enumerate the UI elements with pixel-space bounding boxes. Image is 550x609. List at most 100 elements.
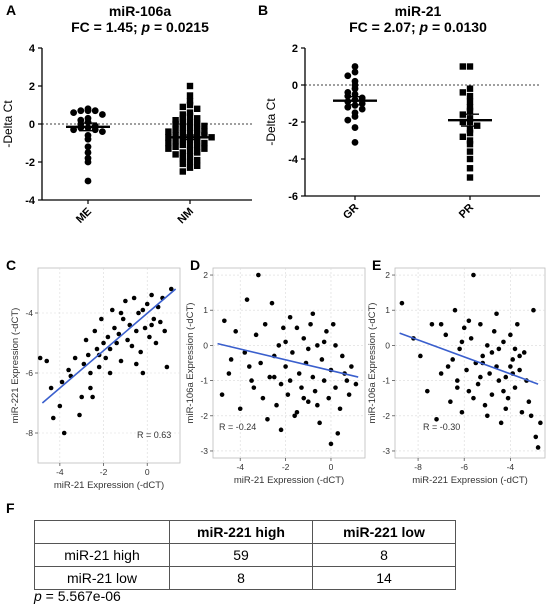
data-point [434,416,439,422]
data-point [103,355,109,361]
data-point [84,149,92,156]
data-point [459,63,466,70]
data-point [429,321,435,327]
data-point [496,378,502,383]
y-tick-label: -2 [382,411,390,421]
data-point [172,132,179,139]
data-point [118,358,124,364]
chart-e-scatter: -8 -6 -4 -3 -2 -1 0 1 2 R = -0.30 miR-221 Expressi… [367,267,546,486]
y-tick-label: -3 [200,446,208,456]
table-row-label: miR-21 high [34,543,170,567]
data-point [99,128,106,136]
data-point [37,355,43,361]
y-tick-label: 2 [203,270,208,280]
data-point [466,155,474,163]
data-point [287,314,293,320]
data-point [464,367,469,373]
data-point [201,128,208,135]
data-point [292,413,297,419]
data-point [253,332,259,338]
data-point [194,126,201,133]
data-point [351,90,359,98]
data-point [326,395,332,401]
data-point [283,364,288,369]
data-point [165,128,172,135]
table-row: miR-21 high 59 8 [34,543,456,567]
data-point [349,364,354,369]
data-point [466,141,474,148]
data-point [538,420,543,426]
data-point [531,307,536,313]
data-point [84,177,92,185]
data-point [278,381,284,387]
data-point [194,130,201,137]
y-axis-label: miR-221 Expression (-dCT) [10,308,21,424]
data-point [125,337,130,343]
data-point [84,107,92,115]
data-point [351,63,359,70]
data-point [72,355,78,361]
correlation-annotation: R = -0.30 [423,422,460,432]
data-point [112,325,117,331]
data-point [328,441,334,447]
data-point [246,364,252,369]
x-tick-label: -8 [414,462,422,472]
data-point [142,325,148,331]
data-point [528,413,534,419]
x-tick-label: PR [457,202,476,221]
data-point [165,145,172,152]
data-point [116,331,122,337]
data-point [179,115,186,122]
p-symbol: p [34,588,42,604]
data-point [475,381,481,387]
data-point [194,115,201,122]
data-point [201,122,208,130]
data-point [308,321,313,327]
data-point [242,350,248,355]
x-tick-label: -4 [507,462,515,472]
table-cell: 59 [169,543,313,567]
data-point [77,412,82,418]
chart-c-scatter: -4 -2 0 -8 -6 -4 R = 0.63 miR-21 Expression (-d… [10,267,181,491]
data-point [333,385,338,390]
data-point [81,361,87,367]
data-point [194,162,201,169]
data-point [85,352,91,358]
panel-letter-d: D [190,257,201,273]
data-point [489,392,495,397]
data-point [120,316,126,322]
data-point [330,321,336,327]
data-point [201,139,208,147]
data-point [84,143,92,151]
x-tick-label: 0 [145,467,150,477]
data-point [77,107,85,115]
panel-letter-c: C [6,257,17,273]
data-point [186,98,194,105]
data-point [172,117,179,124]
data-point [287,378,293,383]
data-point [466,318,472,324]
table-cell: 14 [312,566,456,590]
data-point [315,402,320,408]
data-point [194,156,201,164]
data-point [179,130,186,137]
data-point [321,339,327,345]
x-tick-label: -6 [460,462,468,472]
y-tick-label: -4 [25,195,36,207]
data-point [466,85,474,92]
data-point [101,340,106,346]
x-tick-label: GR [341,202,361,222]
data-point [265,416,270,422]
data-point [351,138,359,146]
data-point [480,353,485,359]
data-point [151,316,157,322]
data-point [283,339,288,345]
data-point [107,346,113,352]
data-point [172,143,179,150]
data-point [466,388,472,394]
table-row-label: miR-21 low [34,566,170,590]
data-point [134,328,139,334]
data-point [351,124,359,131]
data-point [262,321,268,327]
